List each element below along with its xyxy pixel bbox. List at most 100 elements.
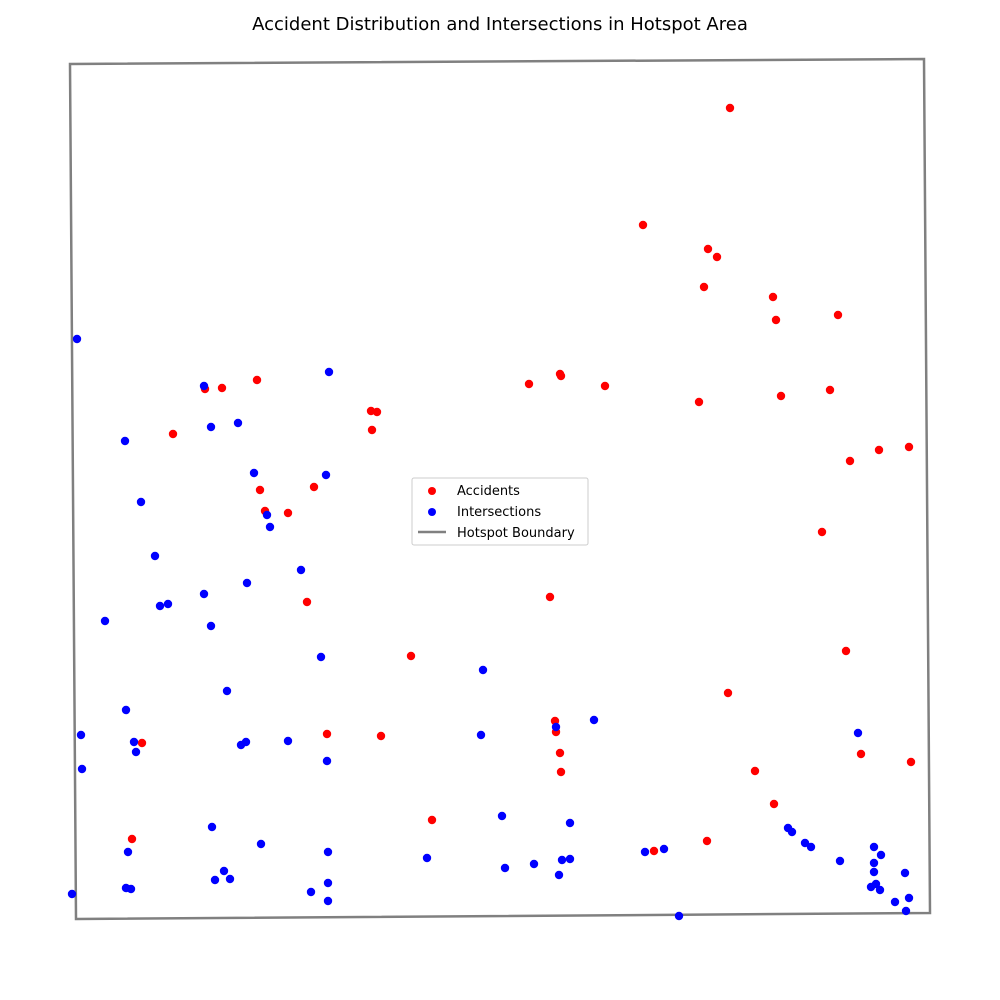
accident-point	[856, 749, 866, 759]
intersection-point	[265, 522, 275, 532]
intersection-point	[557, 855, 567, 865]
accident-point	[703, 244, 713, 254]
accident-point	[217, 383, 227, 393]
accident-point	[904, 442, 914, 452]
intersections-series	[67, 334, 914, 921]
intersection-point	[225, 874, 235, 884]
intersection-point	[500, 863, 510, 873]
intersection-point	[219, 866, 229, 876]
intersection-point	[422, 853, 432, 863]
intersection-point	[674, 911, 684, 921]
accident-point	[699, 282, 709, 292]
intersection-point	[869, 858, 879, 868]
accident-point	[649, 846, 659, 856]
intersection-point	[121, 705, 131, 715]
accident-point	[833, 310, 843, 320]
accident-point	[555, 748, 565, 758]
intersection-point	[72, 334, 82, 344]
intersection-point	[120, 436, 130, 446]
intersection-point	[207, 822, 217, 832]
accidents-series	[127, 103, 916, 856]
intersection-point	[529, 859, 539, 869]
intersection-point	[853, 728, 863, 738]
intersection-point	[876, 850, 886, 860]
intersection-point	[206, 621, 216, 631]
intersection-point	[100, 616, 110, 626]
intersection-point	[129, 737, 139, 747]
intersection-point	[131, 747, 141, 757]
intersection-point	[126, 884, 136, 894]
intersection-point	[199, 381, 209, 391]
intersection-point	[323, 878, 333, 888]
intersection-point	[835, 856, 845, 866]
intersection-point	[163, 599, 173, 609]
legend-accidents-marker	[428, 487, 436, 495]
intersection-point	[323, 896, 333, 906]
intersection-point	[77, 764, 87, 774]
accident-point	[768, 292, 778, 302]
intersection-point	[123, 847, 133, 857]
accident-point	[702, 836, 712, 846]
legend-accidents-label: Accidents	[457, 484, 520, 499]
accident-point	[524, 379, 534, 389]
intersection-point	[659, 844, 669, 854]
accident-point	[137, 738, 147, 748]
intersection-point	[497, 811, 507, 821]
accident-point	[769, 799, 779, 809]
accident-point	[545, 592, 555, 602]
accident-point	[406, 651, 416, 661]
accident-point	[252, 375, 262, 385]
accident-point	[255, 485, 265, 495]
intersection-point	[565, 854, 575, 864]
accident-point	[725, 103, 735, 113]
intersection-point	[554, 870, 564, 880]
intersection-point	[241, 737, 251, 747]
intersection-point	[589, 715, 599, 725]
intersection-point	[242, 578, 252, 588]
intersection-point	[324, 367, 334, 377]
intersection-point	[150, 551, 160, 561]
accident-point	[874, 445, 884, 455]
accident-point	[322, 729, 332, 739]
intersection-point	[67, 889, 77, 899]
accident-point	[556, 767, 566, 777]
accident-point	[906, 757, 916, 767]
intersection-point	[316, 652, 326, 662]
intersection-point	[222, 686, 232, 696]
intersection-point	[551, 722, 561, 732]
intersection-point	[199, 589, 209, 599]
intersection-point	[256, 839, 266, 849]
hotspot-boundary-layer	[68, 57, 932, 921]
accident-point	[309, 482, 319, 492]
accident-point	[427, 815, 437, 825]
accident-point	[127, 834, 137, 844]
accident-point	[376, 731, 386, 741]
accident-point	[555, 369, 565, 379]
intersection-point	[640, 847, 650, 857]
accident-point	[841, 646, 851, 656]
intersection-point	[262, 510, 272, 520]
intersection-point	[869, 842, 879, 852]
accident-point	[750, 766, 760, 776]
accident-point	[723, 688, 733, 698]
scatter-points-layer	[67, 103, 916, 921]
intersection-point	[800, 838, 810, 848]
intersection-point	[321, 470, 331, 480]
accident-point	[372, 407, 382, 417]
intersection-point	[322, 756, 332, 766]
intersection-point	[476, 730, 486, 740]
intersection-point	[249, 468, 259, 478]
chart-title: Accident Distribution and Intersections …	[252, 14, 748, 35]
accident-point	[825, 385, 835, 395]
accident-point	[817, 527, 827, 537]
intersection-point	[323, 847, 333, 857]
accident-point	[367, 425, 377, 435]
intersection-point	[76, 730, 86, 740]
legend-intersections-marker	[428, 508, 436, 516]
intersection-point	[478, 665, 488, 675]
legend: Accidents Intersections Hotspot Boundary	[411, 477, 589, 546]
accident-point	[283, 508, 293, 518]
intersection-point	[296, 565, 306, 575]
intersection-point	[306, 887, 316, 897]
legend-intersections-label: Intersections	[457, 505, 541, 520]
